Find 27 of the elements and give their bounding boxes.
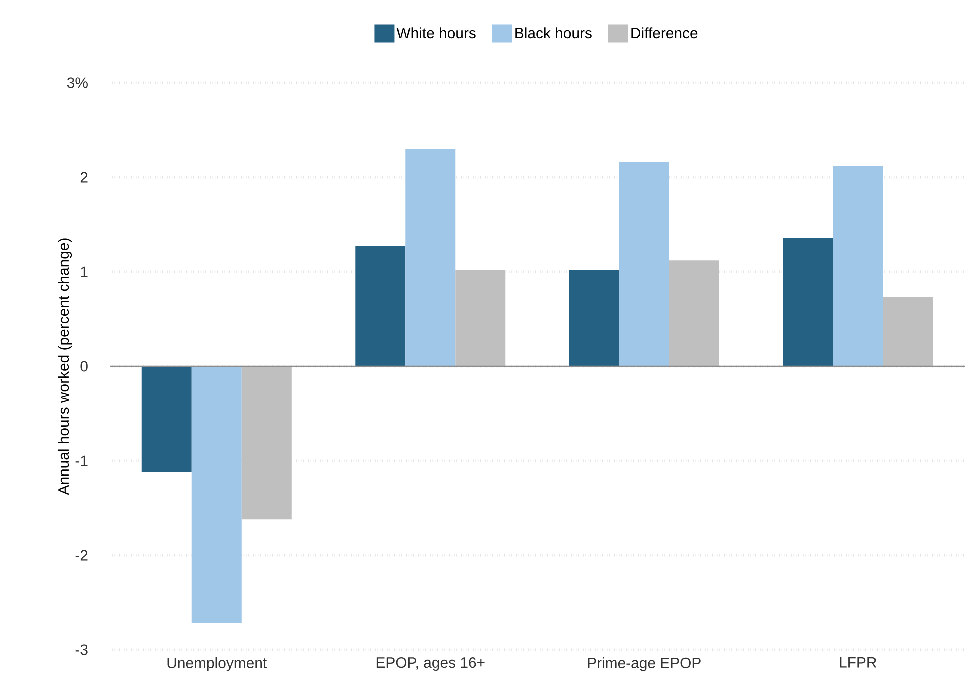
x-tick-label: LFPR — [840, 658, 877, 668]
x-tick-label: Unemployment — [168, 658, 268, 672]
y-tick-label: -3 — [76, 644, 88, 656]
x-tick-label: Prime-age EPOP — [588, 658, 701, 672]
bar — [406, 149, 456, 366]
bar — [619, 162, 670, 366]
bar — [142, 366, 192, 472]
bar — [569, 270, 620, 366]
bar — [356, 246, 406, 366]
x-tick-label: EPOP, ages 16+ — [376, 658, 485, 672]
legend-label: Black hours — [516, 28, 592, 39]
y-tick-label: -2 — [76, 550, 88, 561]
bar — [242, 366, 292, 520]
bar — [883, 298, 934, 366]
bar — [833, 166, 884, 366]
y-axis-title: Annual hours worked (percent change) — [58, 238, 72, 496]
bar — [669, 260, 720, 366]
bar — [783, 238, 834, 366]
y-tick-label: 3% — [67, 78, 88, 88]
legend-label: White hours — [396, 28, 476, 39]
y-tick-label: 1 — [81, 266, 88, 278]
bar — [192, 366, 242, 624]
y-tick-label: 0 — [80, 361, 88, 372]
legend-label: Difference — [632, 28, 698, 39]
y-tick-label: -1 — [76, 456, 88, 466]
y-tick-label: 2 — [80, 172, 88, 183]
bar — [456, 270, 506, 366]
